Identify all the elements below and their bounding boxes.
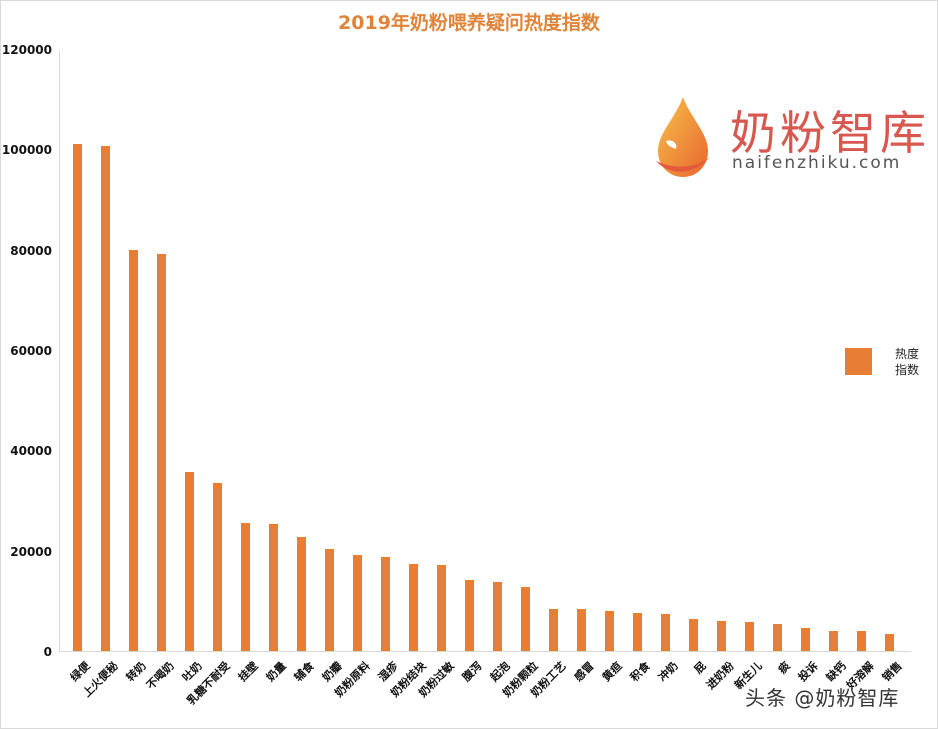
y-tick-label: 0 [43, 645, 52, 659]
bar [437, 565, 446, 651]
y-tick-label: 80000 [10, 243, 52, 258]
y-tick-label: 100000 [1, 143, 52, 158]
bar [157, 253, 166, 651]
bar [857, 631, 866, 651]
bar [297, 537, 306, 651]
bar [577, 609, 586, 651]
milk-drop-hand-icon [656, 97, 710, 177]
y-tick-label: 40000 [10, 444, 52, 459]
bar [717, 621, 726, 651]
bar [829, 631, 838, 651]
bar [689, 619, 698, 651]
plot-area [59, 50, 911, 652]
bar [661, 614, 670, 651]
bar [101, 146, 110, 651]
bar [353, 555, 362, 651]
logo-domain-text: naifenzhiku.com [732, 153, 902, 173]
bar [129, 249, 138, 651]
bar [633, 613, 642, 651]
bar [549, 608, 558, 651]
bar [325, 549, 334, 651]
brand-logo: 奶粉智库 naifenzhiku.com [652, 95, 932, 195]
y-tick-label: 20000 [10, 544, 52, 559]
y-tick-label: 120000 [1, 43, 52, 57]
legend-label: 热度 指数 [895, 346, 931, 378]
bar [241, 523, 250, 651]
bar [773, 624, 782, 651]
bar [213, 482, 222, 651]
bar [381, 557, 390, 651]
bar [885, 634, 894, 651]
bar [269, 524, 278, 651]
bar [185, 471, 194, 651]
watermark: 头条 @奶粉智库 [745, 686, 900, 710]
bar [605, 611, 614, 651]
bar [409, 564, 418, 651]
bar [801, 628, 810, 651]
bar [73, 144, 82, 651]
legend-label-line2: 指数 [895, 363, 920, 377]
logo-chinese-name: 奶粉智库 [730, 106, 930, 160]
bar [745, 622, 754, 651]
chart-title: 2019年奶粉喂养疑问热度指数 [338, 12, 600, 34]
legend-swatch [845, 348, 872, 375]
y-tick-label: 60000 [10, 344, 52, 358]
legend-label-line1: 热度 [895, 347, 920, 361]
bar [493, 582, 502, 651]
bar [521, 587, 530, 651]
legend: 热度 指数 [845, 346, 935, 386]
bar [465, 580, 474, 651]
